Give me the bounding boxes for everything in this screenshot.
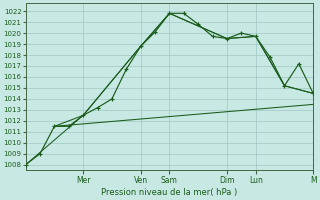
X-axis label: Pression niveau de la mer( hPa ): Pression niveau de la mer( hPa ) bbox=[101, 188, 237, 197]
